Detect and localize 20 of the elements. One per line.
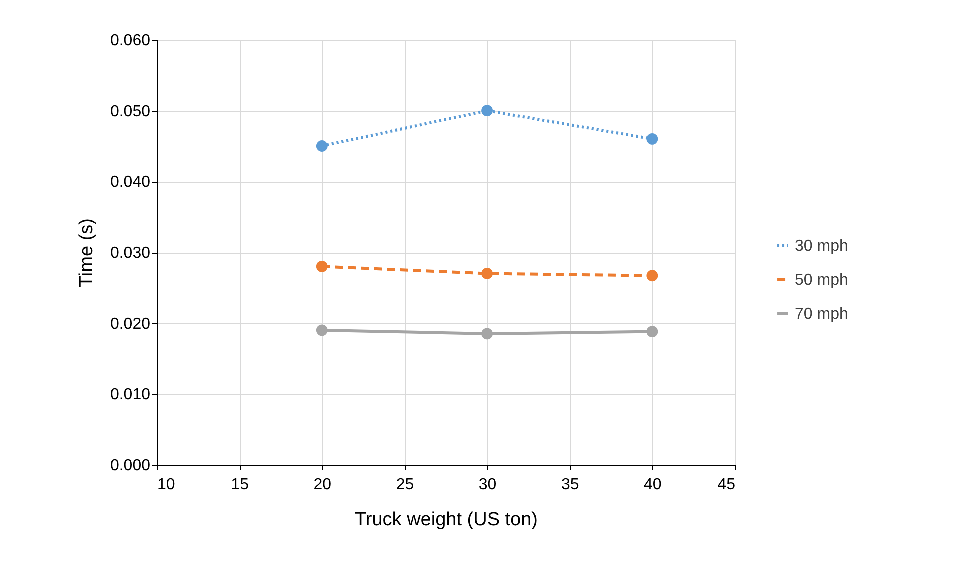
legend-label: 30 mph (795, 238, 848, 255)
x-tick-label: 40 (644, 476, 662, 494)
x-tick-label: 25 (396, 476, 414, 494)
y-tick-label: 0.040 (110, 174, 151, 192)
y-axis-title: Time (s) (76, 218, 98, 288)
x-tick-label: 30 (478, 476, 497, 494)
y-tick-label: 0.010 (110, 386, 151, 404)
y-tick-label: 0.020 (110, 316, 151, 333)
y-tick-label: 0.050 (110, 103, 151, 120)
y-tick-label: 0.060 (110, 32, 151, 50)
y-tick-label: 0.000 (110, 458, 151, 474)
x-tick-label: 20 (314, 476, 332, 494)
legend-label: 70 mph (795, 306, 848, 323)
x-tick-label: 10 (158, 476, 176, 494)
x-tick-label: 35 (561, 476, 580, 494)
legend-label: 50 mph (795, 272, 848, 289)
x-tick-label: 15 (231, 476, 250, 494)
x-tick-label: 45 (718, 476, 736, 494)
x-axis-title: Truck weight (US ton) (354, 510, 538, 530)
y-tick-label: 0.030 (110, 245, 151, 262)
